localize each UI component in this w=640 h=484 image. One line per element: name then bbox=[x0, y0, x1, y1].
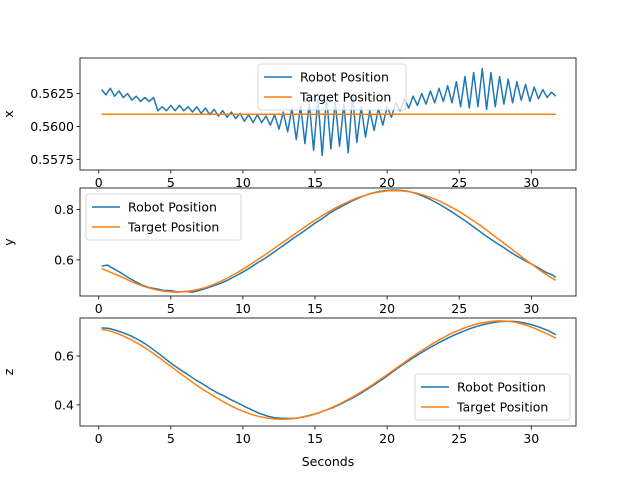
x-tick-label: 10 bbox=[235, 301, 251, 316]
y-tick-label: 0.8 bbox=[54, 202, 74, 217]
y-axis-label: x bbox=[1, 110, 16, 117]
x-tick-label: 0 bbox=[95, 175, 103, 190]
axis-frame bbox=[79, 57, 577, 171]
legend: Robot Position Target Position bbox=[414, 373, 571, 421]
y-tick-label: 0.4 bbox=[54, 397, 74, 412]
series-line-target bbox=[101, 189, 557, 293]
x-tick-label: 15 bbox=[307, 431, 323, 446]
legend-label: Target Position bbox=[299, 90, 391, 105]
legend-box bbox=[85, 193, 242, 241]
y-tick-label: 0.5625 bbox=[30, 86, 74, 101]
y-tick-label: 0.6 bbox=[54, 252, 74, 267]
axis-frame bbox=[79, 187, 577, 297]
legend-label: Target Position bbox=[456, 400, 548, 415]
legend-label: Robot Position bbox=[128, 200, 217, 215]
legend: Robot Position Target Position bbox=[85, 193, 242, 241]
y-tick-label: 0.5575 bbox=[30, 152, 74, 167]
x-tick-label: 10 bbox=[235, 175, 251, 190]
legend-box bbox=[414, 373, 571, 421]
x-tick-label: 30 bbox=[523, 301, 539, 316]
y-tick-label: 0.6 bbox=[54, 349, 74, 364]
x-tick-label: 20 bbox=[379, 431, 395, 446]
panel-z: 0 5 10 15 20 25 30 0.4 0.6 z Seconds Robot Position… bbox=[1, 317, 577, 469]
x-tick-label: 25 bbox=[451, 175, 467, 190]
x-tick-label: 25 bbox=[451, 301, 467, 316]
legend: Robot Position Target Position bbox=[257, 63, 407, 111]
axis-frame bbox=[79, 317, 577, 427]
legend-label: Robot Position bbox=[457, 380, 546, 395]
legend-label: Target Position bbox=[127, 220, 219, 235]
x-tick-label: 20 bbox=[379, 301, 395, 316]
x-tick-label: 30 bbox=[523, 175, 539, 190]
legend-label: Robot Position bbox=[300, 70, 389, 85]
legend-box bbox=[257, 63, 407, 111]
x-tick-label: 5 bbox=[167, 301, 175, 316]
x-tick-label: 5 bbox=[167, 431, 175, 446]
x-tick-label: 5 bbox=[167, 175, 175, 190]
x-tick-label: 0 bbox=[95, 431, 103, 446]
x-tick-label: 15 bbox=[307, 175, 323, 190]
x-tick-label: 30 bbox=[523, 431, 539, 446]
y-tick-label: 0.5600 bbox=[30, 119, 74, 134]
panel-y: 0 5 10 15 20 25 30 0.6 0.8 y Robot Position Target … bbox=[1, 187, 577, 316]
series-line-target bbox=[101, 320, 557, 421]
series-line-robot bbox=[101, 67, 557, 157]
x-tick-label: 10 bbox=[235, 431, 251, 446]
x-tick-label: 0 bbox=[95, 301, 103, 316]
y-axis-label: z bbox=[1, 368, 16, 375]
panel-x: 0 5 10 15 20 25 30 0.5575 0.5600 0.5625 x Robot Pos… bbox=[1, 57, 577, 190]
y-axis-label: y bbox=[1, 238, 16, 246]
x-tick-label: 20 bbox=[379, 175, 395, 190]
x-tick-label: 15 bbox=[307, 301, 323, 316]
x-tick-label: 25 bbox=[451, 431, 467, 446]
x-axis-label: Seconds bbox=[302, 454, 355, 469]
